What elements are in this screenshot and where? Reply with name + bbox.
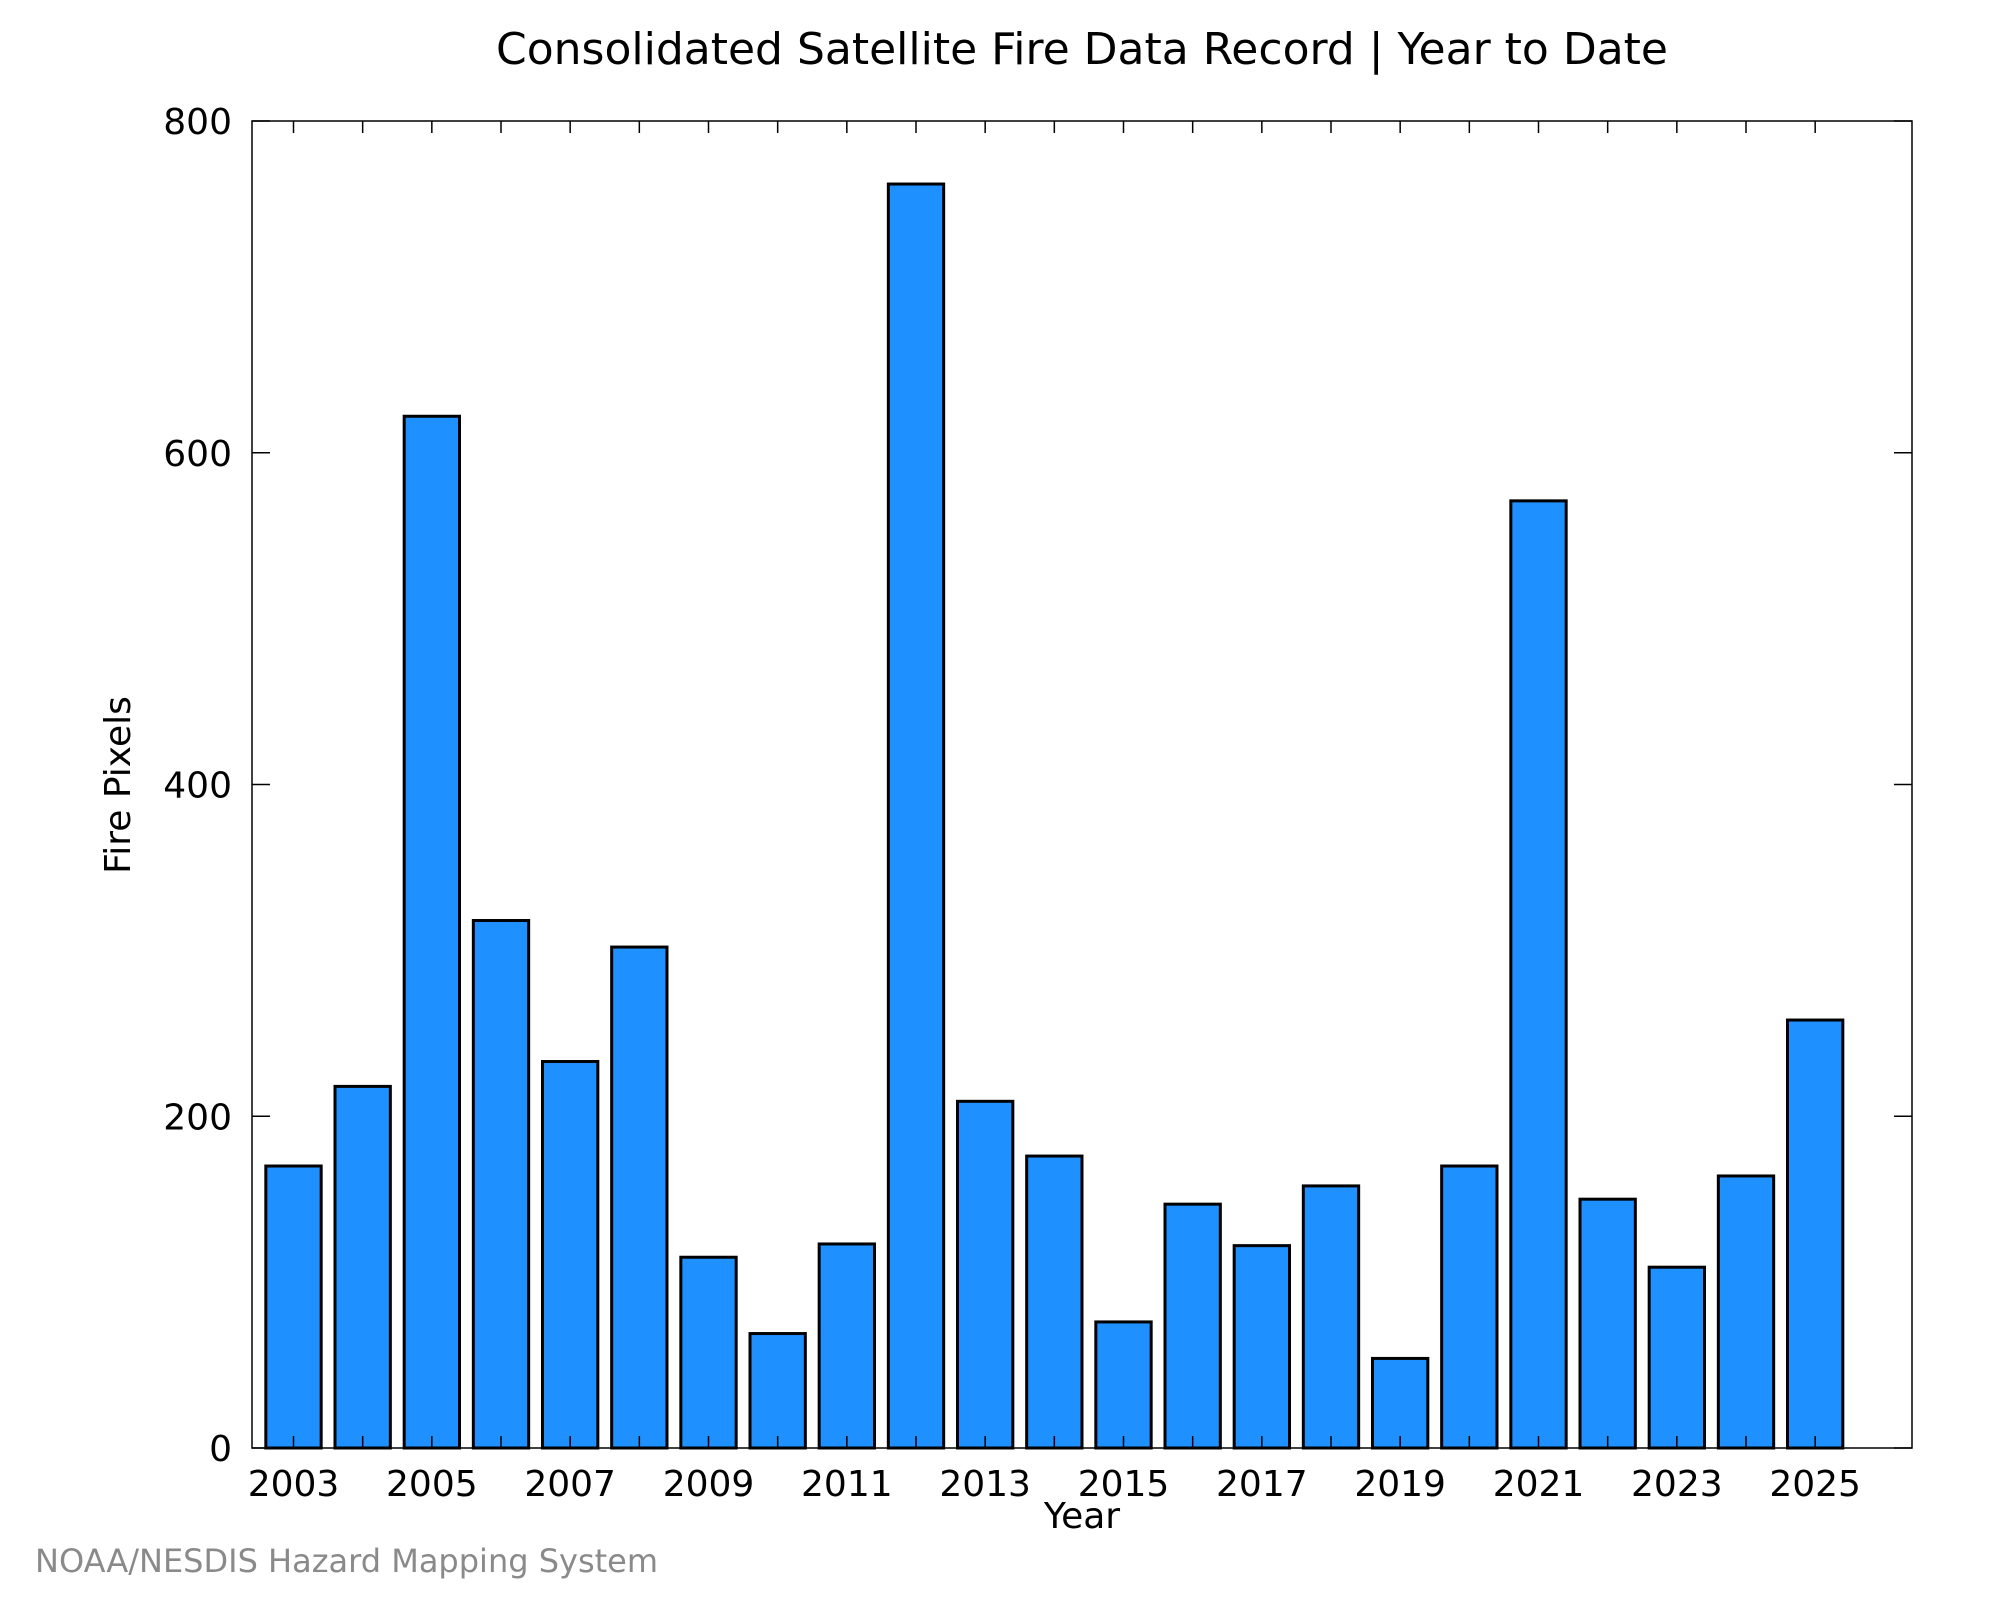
- y-tick-label: 800: [163, 102, 232, 143]
- x-tick-label: 2011: [801, 1464, 893, 1505]
- y-tick-label: 200: [163, 1097, 232, 1138]
- x-tick-label: 2013: [939, 1464, 1031, 1505]
- chart-title: Consolidated Satellite Fire Data Record …: [496, 24, 1668, 75]
- y-axis: 0 200 400 600 800: [163, 102, 1912, 1470]
- bar-2025: [1786, 1018, 1845, 1450]
- x-tick-label: 2025: [1769, 1464, 1861, 1505]
- bar-2022: [1578, 1197, 1637, 1450]
- bar-2020: [1440, 1164, 1499, 1450]
- bars-group: [264, 182, 1845, 1450]
- bar-2007: [541, 1060, 600, 1450]
- bar-2019: [1371, 1356, 1430, 1450]
- bar-2024: [1716, 1174, 1776, 1450]
- x-tick-label: 2003: [248, 1464, 340, 1505]
- credit-text: NOAA/NESDIS Hazard Mapping System: [35, 1542, 658, 1580]
- bar-2018: [1301, 1184, 1361, 1450]
- bar-2014: [1025, 1154, 1084, 1450]
- y-tick-label: 400: [163, 766, 232, 807]
- x-tick-label: 2019: [1354, 1464, 1446, 1505]
- bar-2015: [1094, 1320, 1153, 1450]
- x-tick-label: 2017: [1216, 1464, 1308, 1505]
- bar-2003: [264, 1164, 323, 1450]
- bar-2008: [610, 945, 669, 1450]
- bar-2006: [471, 919, 531, 1450]
- bar-2005: [402, 414, 461, 1450]
- y-tick-label: 600: [163, 434, 232, 475]
- bar-2009: [679, 1255, 738, 1450]
- x-tick-label: 2023: [1631, 1464, 1723, 1505]
- x-axis: 2003 2005 2007 2009 2011 2013 2015 2017 2019 2021…: [248, 121, 1861, 1505]
- y-axis-label: Fire Pixels: [98, 696, 139, 874]
- bar-2010: [748, 1332, 807, 1450]
- bar-2023: [1647, 1265, 1706, 1450]
- x-tick-label: 2005: [386, 1464, 478, 1505]
- x-tick-label: 2007: [524, 1464, 616, 1505]
- bar-2017: [1232, 1244, 1291, 1450]
- x-axis-label: Year: [1043, 1496, 1120, 1537]
- x-tick-label: 2009: [663, 1464, 755, 1505]
- bar-2012: [886, 182, 946, 1450]
- y-tick-label: 0: [209, 1429, 232, 1470]
- bar-2011: [817, 1242, 877, 1450]
- bar-2021: [1509, 499, 1568, 1450]
- bar-2004: [333, 1084, 392, 1450]
- bar-2016: [1163, 1202, 1222, 1450]
- x-tick-label: 2021: [1493, 1464, 1585, 1505]
- x-tick-label: 2015: [1078, 1464, 1170, 1505]
- bar-2013: [956, 1099, 1015, 1450]
